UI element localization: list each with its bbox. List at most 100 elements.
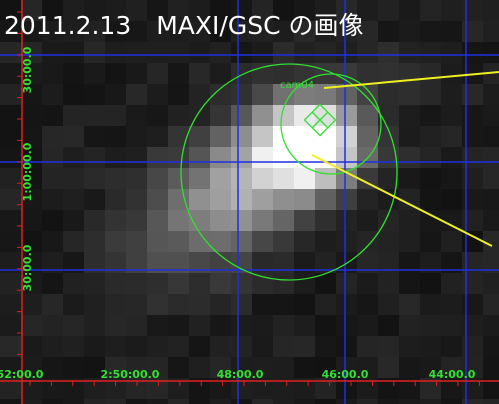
- pixel: [252, 42, 273, 63]
- pixel: [126, 21, 147, 42]
- pixel: [483, 294, 499, 315]
- pixel: [147, 378, 168, 399]
- pixel: [399, 189, 420, 210]
- pixel: [252, 210, 273, 231]
- pixel: [42, 210, 63, 231]
- pixel: [105, 378, 126, 399]
- pixel: [147, 252, 168, 273]
- pixel: [315, 378, 336, 399]
- pixel: [252, 105, 273, 126]
- pixel: [399, 21, 420, 42]
- pixel: [252, 0, 273, 21]
- pixel: [105, 315, 126, 336]
- x-label: 2:50:00.0: [101, 368, 160, 381]
- pixel: [441, 231, 462, 252]
- pixel: [0, 336, 21, 357]
- pixel: [0, 231, 21, 252]
- pixel: [399, 168, 420, 189]
- pixel: [294, 210, 315, 231]
- pixel: [105, 63, 126, 84]
- pixel: [21, 399, 42, 404]
- pixel: [42, 357, 63, 378]
- pixel: [168, 357, 189, 378]
- pixel: [357, 168, 378, 189]
- pixel: [168, 231, 189, 252]
- y-label: 30:00.0: [21, 46, 34, 93]
- pixel: [462, 252, 483, 273]
- pixel: [105, 147, 126, 168]
- pixel: [357, 399, 378, 404]
- pixel: [378, 189, 399, 210]
- pixel: [231, 399, 252, 404]
- pixel: [336, 378, 357, 399]
- pixel: [441, 252, 462, 273]
- pixel: [42, 315, 63, 336]
- pixel: [0, 378, 21, 399]
- pixel: [231, 210, 252, 231]
- pixel: [231, 252, 252, 273]
- pixel: [105, 189, 126, 210]
- pixel: [231, 189, 252, 210]
- pixel: [21, 168, 42, 189]
- pixel: [315, 252, 336, 273]
- pixel: [84, 315, 105, 336]
- pixel: [273, 21, 294, 42]
- pixel: [84, 399, 105, 404]
- pixel: [315, 126, 336, 147]
- pixel: [21, 126, 42, 147]
- pixel: [168, 273, 189, 294]
- pixel: [315, 84, 336, 105]
- pixel: [462, 105, 483, 126]
- pixel: [126, 147, 147, 168]
- pixel: [315, 0, 336, 21]
- pixel: [147, 336, 168, 357]
- pixel: [399, 42, 420, 63]
- pixel: [441, 126, 462, 147]
- pixel: [63, 84, 84, 105]
- pixel: [231, 42, 252, 63]
- pixel: [0, 273, 21, 294]
- pixel: [147, 0, 168, 21]
- pixel: [0, 126, 21, 147]
- pixel: [84, 42, 105, 63]
- pixel: [168, 42, 189, 63]
- pixel: [420, 0, 441, 21]
- pixel: [168, 315, 189, 336]
- pixel: [273, 126, 294, 147]
- pixel: [0, 357, 21, 378]
- pixel: [294, 126, 315, 147]
- pixel: [21, 21, 42, 42]
- x-label: 46:00.0: [322, 368, 369, 381]
- pixel: [357, 315, 378, 336]
- pixel: [0, 210, 21, 231]
- pixel: [273, 399, 294, 404]
- pixel: [21, 63, 42, 84]
- pixel: [378, 105, 399, 126]
- pixel: [294, 0, 315, 21]
- pixel: [0, 84, 21, 105]
- pixel: [378, 231, 399, 252]
- pixel: [210, 210, 231, 231]
- regions: [180, 63, 398, 281]
- pixel: [126, 210, 147, 231]
- pixel: [63, 336, 84, 357]
- pixel: [420, 42, 441, 63]
- pixel: [231, 273, 252, 294]
- pixel: [252, 126, 273, 147]
- pixel: [336, 84, 357, 105]
- pixel: [441, 378, 462, 399]
- pixel: [231, 84, 252, 105]
- pixel: [420, 189, 441, 210]
- pixel: [0, 63, 21, 84]
- pixel: [231, 378, 252, 399]
- pixel: [189, 63, 210, 84]
- pixel: [189, 294, 210, 315]
- pixel: [63, 378, 84, 399]
- pixel: [294, 399, 315, 404]
- pixel: [147, 63, 168, 84]
- pixel: [273, 357, 294, 378]
- pixel: [189, 252, 210, 273]
- pixel: [462, 378, 483, 399]
- pixel: [126, 399, 147, 404]
